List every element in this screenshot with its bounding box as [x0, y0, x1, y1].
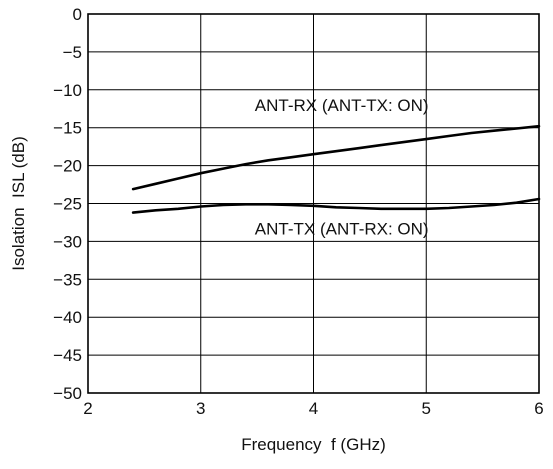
x-tick-label: 4: [309, 399, 318, 418]
y-tick-label: −25: [53, 195, 82, 214]
series-line-1: [131, 124, 541, 191]
grid: [88, 14, 539, 393]
y-tick-label: 0: [73, 5, 82, 24]
series-group: [131, 124, 541, 214]
annotations: ANT-RX (ANT-TX: ON) ANT-TX (ANT-RX: ON): [255, 96, 429, 239]
curve-label-1: ANT-RX (ANT-TX: ON): [255, 96, 429, 115]
y-tick-label: −10: [53, 81, 82, 100]
y-tick-label: −15: [53, 119, 82, 138]
series-line-2: [131, 197, 541, 214]
y-tick-label: −20: [53, 157, 82, 176]
y-tick-label: −5: [63, 43, 82, 62]
y-tick-label: −35: [53, 270, 82, 289]
x-tick-label: 2: [83, 399, 92, 418]
x-tick-label: 6: [534, 399, 543, 418]
plot-frame: [87, 13, 540, 394]
x-tick-label: 5: [422, 399, 431, 418]
curve-label-2: ANT-TX (ANT-RX: ON): [255, 220, 429, 239]
y-tick-label: −40: [53, 308, 82, 327]
x-axis-label: Frequency f (GHz): [241, 435, 386, 454]
y-axis-label: Isolation ISL (dB): [9, 136, 28, 271]
y-tick-label: −50: [53, 384, 82, 403]
y-tick-label: −45: [53, 346, 82, 365]
x-tick-label: 3: [196, 399, 205, 418]
tick-labels: 0 −5 −10 −15 −20 −25 −30 −35 −40 −45 −502 3 4 5 6: [53, 5, 544, 418]
y-tick-label: −30: [53, 232, 82, 251]
